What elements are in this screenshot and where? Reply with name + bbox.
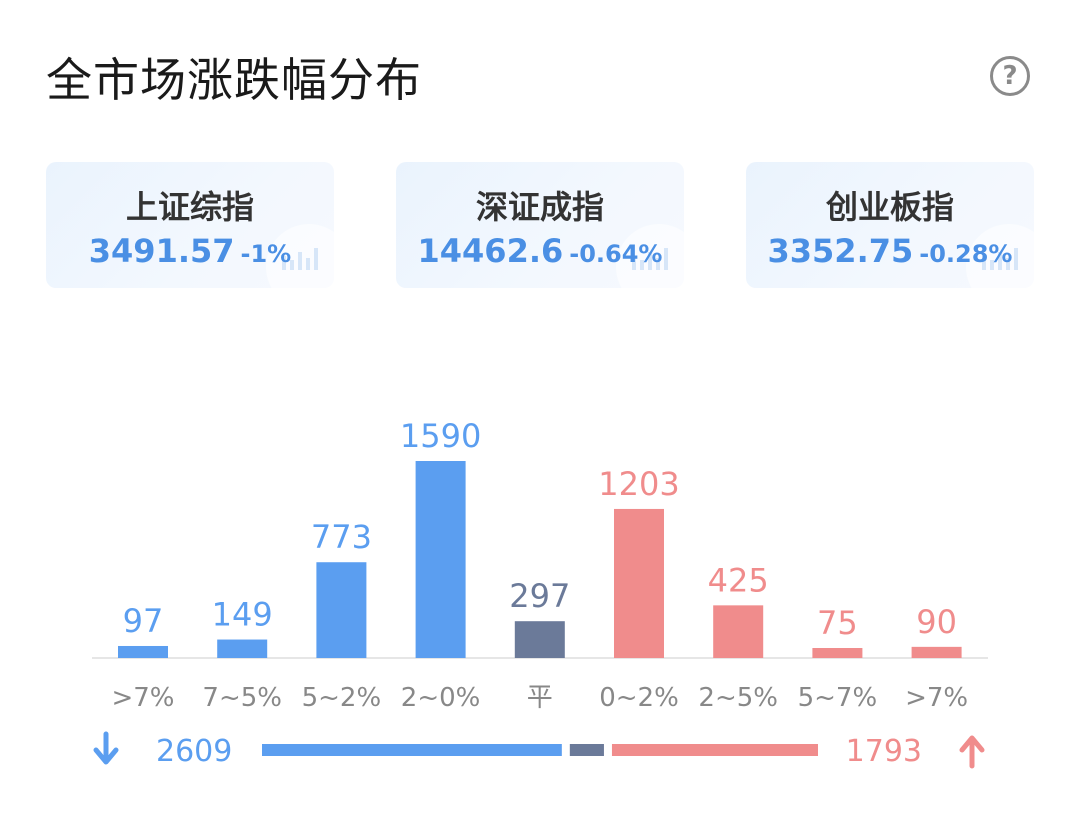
category-label: 5~7% [798, 683, 878, 713]
bar [614, 508, 664, 658]
index-value: 3491.57 [88, 232, 235, 270]
index-name: 深证成指 [475, 188, 604, 226]
help-circle-icon[interactable]: ? [990, 56, 1030, 96]
category-label: 5~2% [302, 683, 382, 713]
category-label: >7% [905, 683, 968, 713]
trend-chart-icon [966, 224, 1034, 288]
index-change: -0.28% [919, 240, 1013, 268]
bar-value-label: 149 [212, 596, 273, 634]
category-label: 2~0% [401, 683, 481, 713]
bar [217, 639, 268, 658]
index-card-chinext[interactable]: 创业板指 3352.75 -0.28% [746, 162, 1034, 288]
index-name: 上证综指 [125, 188, 254, 226]
bar [118, 645, 168, 658]
bar [514, 621, 565, 658]
index-card-shanghai[interactable]: 上证综指 3491.57 -1% [46, 162, 334, 288]
distribution-chart: 97 >7% 149 7~5% 773 5~2% 1590 2~0% 297 平 1203 0~2% 4… [92, 417, 988, 769]
category-label: 7~5% [202, 683, 282, 713]
bar-value-label: 75 [817, 604, 858, 642]
category-label: 2~5% [698, 683, 778, 713]
down-total: 2609 [156, 734, 232, 769]
down-ratio-bar [262, 744, 562, 756]
arrow-up-icon [959, 735, 985, 769]
index-name: 创业板指 [825, 188, 954, 226]
bar-value-label: 425 [708, 561, 769, 599]
bar [911, 646, 962, 658]
up-ratio-bar [611, 744, 818, 756]
bar [415, 461, 466, 658]
arrow-down-icon [93, 731, 119, 765]
bar [812, 648, 863, 658]
bar-value-label: 1590 [400, 417, 481, 455]
flat-ratio-bar [569, 744, 604, 756]
index-value: 3352.75 [767, 232, 914, 270]
index-change: -1% [240, 240, 292, 268]
category-label: 平 [527, 683, 553, 713]
category-label: 0~2% [599, 683, 679, 713]
index-change: -0.64% [569, 240, 663, 268]
bar-value-label: 90 [916, 603, 957, 641]
bar-value-label: 97 [123, 602, 164, 640]
page-title: 全市场涨跌幅分布 [46, 53, 422, 107]
bar-value-label: 1203 [598, 465, 679, 503]
bar [713, 605, 764, 658]
index-card-shenzhen[interactable]: 深证成指 14462.6 -0.64% [396, 162, 684, 288]
bar [316, 562, 367, 658]
up-total: 1793 [846, 734, 922, 769]
bar-value-label: 773 [311, 518, 372, 556]
category-label: >7% [111, 683, 174, 713]
bar-value-label: 297 [509, 577, 570, 615]
index-value: 14462.6 [417, 232, 564, 270]
